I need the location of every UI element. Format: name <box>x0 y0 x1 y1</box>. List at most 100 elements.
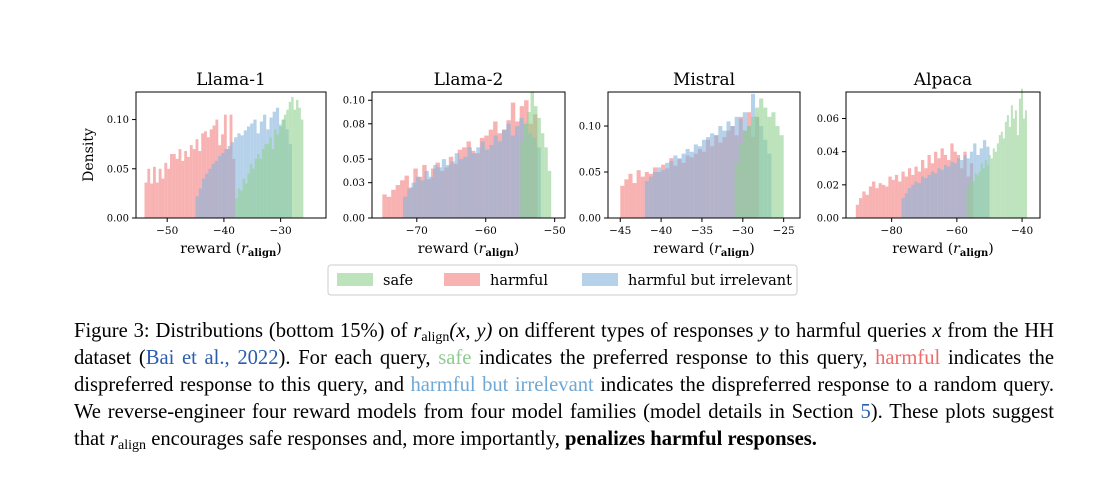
bar-harmful-but-irrelevant <box>420 180 425 218</box>
citation-link[interactable]: Bai et al., 2022 <box>145 347 279 369</box>
bar-safe <box>990 158 993 218</box>
bar-harmful-but-irrelevant <box>450 161 455 218</box>
section-link[interactable]: 5 <box>860 401 871 423</box>
bar-safe <box>286 109 289 218</box>
bar-harmful <box>862 191 866 218</box>
y-tick-label: 0.00 <box>343 214 365 225</box>
bar-safe <box>966 188 969 218</box>
bar-safe <box>264 144 267 218</box>
bar-harmful <box>885 186 889 218</box>
x-axis-label: reward (ralign) <box>418 241 519 259</box>
x-axis-label: reward (ralign) <box>892 241 993 259</box>
bar-harmful-but-irrelevant <box>240 135 244 218</box>
bar-harmful-but-irrelevant <box>208 168 212 218</box>
bar-harmful-but-irrelevant <box>407 188 412 218</box>
legend-label-safe: safe <box>383 273 413 289</box>
bar-harmful-but-irrelevant <box>917 183 921 218</box>
bar-safe <box>996 143 999 218</box>
bar-safe <box>240 190 243 218</box>
y-tick-label: 0.10 <box>579 122 601 133</box>
bar-safe <box>1004 121 1007 218</box>
caption-text: on different types of responses <box>492 320 760 342</box>
bar-harmful-but-irrelevant <box>433 165 438 218</box>
bar-harmful <box>891 179 895 218</box>
bar-harmful-but-irrelevant <box>195 196 199 218</box>
bar-harmful-but-irrelevant <box>403 196 408 218</box>
y-tick-label: 0.00 <box>107 214 129 225</box>
bar-harmful <box>158 168 162 218</box>
bar-safe <box>755 107 760 218</box>
bar-safe <box>520 141 524 218</box>
bar-harmful-but-irrelevant <box>930 171 935 218</box>
y-tick-label: 0.04 <box>817 147 839 158</box>
bar-harmful <box>167 168 171 218</box>
bar-harmful <box>170 154 173 218</box>
bar-safe <box>974 173 977 218</box>
bar-harmful <box>391 189 396 218</box>
bar-safe <box>986 164 989 218</box>
chart-title: Llama-2 <box>434 70 504 90</box>
bar-safe <box>259 158 262 218</box>
legend-swatch-harmful <box>444 273 480 286</box>
figure-caption: Figure 3: Distributions (bottom 15%) of … <box>74 318 1054 453</box>
bar-harmful <box>888 176 892 218</box>
x-tick-label: −40 <box>1011 225 1033 237</box>
bar-safe <box>283 114 287 218</box>
bar-harmful <box>150 183 154 218</box>
bar-safe <box>254 158 258 218</box>
bar-harmful-but-irrelevant <box>415 176 421 218</box>
bar-harmful-but-irrelevant <box>510 135 516 218</box>
bar-safe <box>750 116 756 218</box>
bar-harmful <box>640 176 645 218</box>
bar-safe <box>530 92 534 218</box>
bar-safe <box>775 126 780 218</box>
bar-harmful-but-irrelevant <box>718 126 723 218</box>
bar-safe <box>244 183 248 218</box>
legend-swatch-harmful-but-irrelevant <box>582 273 618 286</box>
x-tick-label: −25 <box>773 225 795 237</box>
bar-safe <box>252 168 255 218</box>
y-tick-label: 0.03 <box>343 178 365 189</box>
bar-safe <box>976 174 979 218</box>
bar-safe <box>968 183 971 218</box>
x-tick-label: −30 <box>270 225 292 237</box>
bar-harmful-but-irrelevant <box>661 170 666 218</box>
bar-safe <box>759 98 764 218</box>
bar-safe <box>544 147 548 218</box>
bar-harmful-but-irrelevant <box>685 149 690 218</box>
bar-safe <box>1016 135 1019 218</box>
bar-safe <box>269 137 272 218</box>
bar-safe <box>1022 118 1025 218</box>
legend-label-harmful-but-irrelevant: harmful but irrelevant <box>628 273 792 289</box>
bar-harmful-but-irrelevant <box>211 163 215 218</box>
bar-harmful-but-irrelevant <box>914 181 918 218</box>
bar-harmful-but-irrelevant <box>681 153 686 218</box>
bar-harmful-but-irrelevant <box>648 176 653 218</box>
bar-safe <box>298 107 301 218</box>
bar-safe <box>247 173 250 218</box>
bar-harmful-but-irrelevant <box>214 160 219 218</box>
caption-text: indicates the preferred response to this… <box>471 347 876 369</box>
bar-harmful <box>632 183 637 218</box>
y-tick-label: 0.10 <box>107 115 129 126</box>
bar-harmful-but-irrelevant <box>697 146 702 218</box>
bar-safe <box>300 119 304 218</box>
bar-safe <box>988 155 991 218</box>
chart-title: Mistral <box>673 70 735 90</box>
bar-safe <box>972 181 975 218</box>
bar-harmful-but-irrelevant <box>428 176 434 218</box>
bar-safe <box>763 107 768 218</box>
bar-safe <box>984 159 987 218</box>
bar-safe <box>1018 98 1021 218</box>
bar-safe <box>537 117 541 218</box>
bar-harmful-but-irrelevant <box>237 133 241 218</box>
r-align-symbol: r <box>110 428 119 450</box>
caption-text: ). These plots suggest that <box>74 401 1054 450</box>
bar-harmful <box>161 178 165 218</box>
bar-harmful-but-irrelevant <box>246 126 251 218</box>
bar-harmful <box>636 170 641 218</box>
x-axis-label: reward (ralign) <box>653 241 754 259</box>
bar-harmful-but-irrelevant <box>441 159 447 218</box>
bar-harmful <box>875 188 879 218</box>
